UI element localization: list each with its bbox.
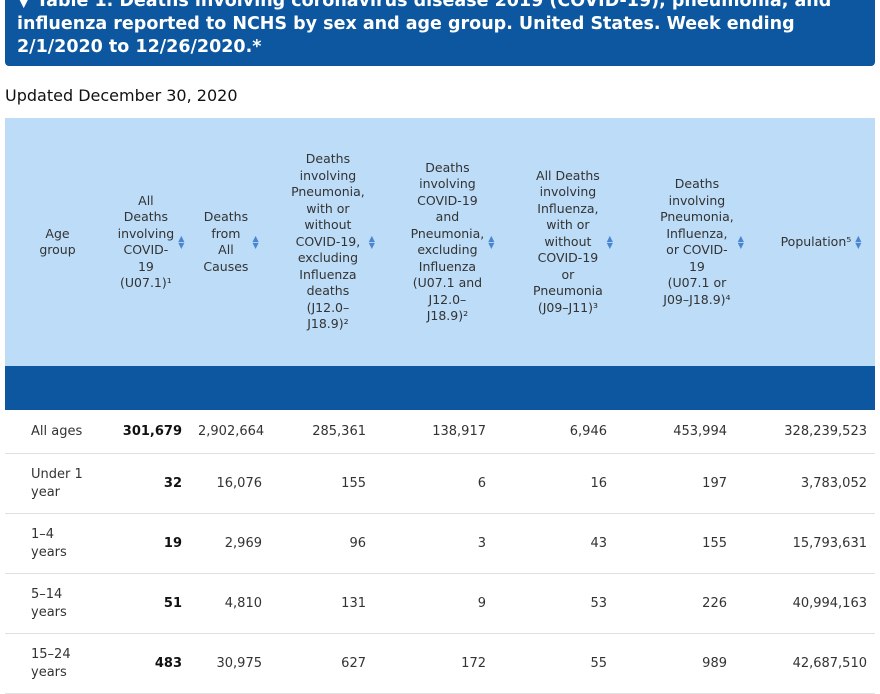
table-cell: 55 [590, 656, 607, 671]
table-cell: 2,969 [224, 536, 262, 551]
age-group-cell: 5–14 years [31, 586, 67, 620]
age-group-cell: Under 1 year [31, 466, 83, 500]
column-header-pic[interactable]: Deaths involving Pneumonia, Influenza, o… [637, 176, 767, 308]
column-header-population[interactable]: Population⁵ ▲ ▼ [767, 234, 875, 251]
table-row: 1–4 years 19 2,969 96 3 43 155 15,793,63… [5, 514, 875, 574]
table-cell: 285,361 [312, 424, 366, 439]
table-row: 5–14 years 51 4,810 131 9 53 226 40,994,… [5, 574, 875, 634]
table-header: Age group All Deaths involving COVID- 19… [5, 118, 875, 366]
table-cell: 16,076 [216, 476, 263, 491]
table-cell: 627 [341, 656, 366, 671]
column-header-label: Deaths involving Pneumonia, Influenza, o… [660, 176, 734, 307]
table-cell: 226 [702, 596, 727, 611]
sort-icon[interactable]: ▲ ▼ [252, 234, 259, 250]
table-row: 15–24 years 483 30,975 627 172 55 989 42… [5, 634, 875, 694]
table-cell: 32 [163, 476, 182, 491]
table-cell: 2,902,664 [198, 424, 265, 439]
table-cell: 96 [349, 536, 366, 551]
table-cell: 30,975 [216, 656, 263, 671]
sort-icon[interactable]: ▲ ▼ [368, 234, 375, 250]
age-group-cell: 1–4 years [31, 526, 67, 560]
column-header-label: Age group [39, 225, 76, 258]
sort-icon[interactable]: ▲ ▼ [737, 234, 744, 250]
table-title: Table 1. Deaths involving coronavirus di… [17, 0, 832, 57]
age-group-cell: 15–24 years [31, 646, 71, 680]
updated-date: Updated December 30, 2020 [5, 86, 238, 105]
table-cell: 53 [590, 596, 607, 611]
column-header-all-causes[interactable]: Deaths from All Causes ▲ ▼ [192, 209, 270, 275]
column-header-label: All Deaths involving COVID- 19 (U07.1)¹ [117, 192, 175, 291]
table-cell: 131 [341, 596, 366, 611]
table-cell: 9 [477, 596, 486, 611]
table-title-banner[interactable]: ▼ Table 1. Deaths involving coronavirus d… [5, 0, 875, 66]
table-cell: 197 [702, 476, 727, 491]
table-cell: 43 [590, 536, 607, 551]
column-header-covid-and-pneumonia[interactable]: Deaths involving COVID-19 and Pneumonia,… [396, 160, 509, 325]
table-cell: 155 [341, 476, 366, 491]
table-cell: 138,917 [432, 424, 486, 439]
table-cell: 4,810 [224, 596, 262, 611]
column-header-influenza[interactable]: All Deaths involving Influenza, with or … [509, 168, 637, 317]
column-header-pneumonia[interactable]: Deaths involving Pneumonia, with or with… [270, 151, 396, 333]
table-cell: 3,783,052 [800, 476, 867, 491]
table-cell: 15,793,631 [792, 536, 867, 551]
header-band [5, 366, 875, 410]
table-cell: 328,239,523 [784, 424, 867, 439]
table-cell: 301,679 [122, 424, 182, 439]
table-cell: 40,994,163 [792, 596, 867, 611]
data-table: Age group All Deaths involving COVID- 19… [5, 118, 875, 694]
table-cell: 42,687,510 [792, 656, 867, 671]
sort-icon[interactable]: ▲ ▼ [178, 234, 185, 250]
table-row: Under 1 year 32 16,076 155 6 16 197 3,78… [5, 454, 875, 514]
table-cell: 989 [702, 656, 727, 671]
table-row: All ages 301,679 2,902,664 285,361 138,9… [5, 410, 875, 454]
sort-icon[interactable]: ▲ ▼ [606, 234, 613, 250]
column-header-label: All Deaths involving Influenza, with or … [533, 167, 603, 315]
age-group-cell: All ages [31, 423, 83, 439]
column-header-label: Deaths from All Causes [203, 209, 249, 274]
table-cell: 16 [590, 476, 607, 491]
chevron-down-icon[interactable]: ▼ [17, 0, 31, 11]
column-header-covid-deaths[interactable]: All Deaths involving COVID- 19 (U07.1)¹ … [110, 193, 192, 292]
column-header-age-group[interactable]: Age group [5, 226, 110, 259]
column-header-label: Deaths involving COVID-19 and Pneumonia,… [410, 159, 485, 324]
table-cell: 51 [163, 596, 182, 611]
table-cell: 172 [461, 656, 486, 671]
table-cell: 3 [477, 536, 486, 551]
table-cell: 453,994 [673, 424, 727, 439]
sort-icon[interactable]: ▲ ▼ [855, 234, 862, 250]
sort-icon[interactable]: ▲ ▼ [488, 234, 495, 250]
column-header-label: Population⁵ [780, 233, 852, 249]
column-header-label: Deaths involving Pneumonia, with or with… [291, 151, 365, 332]
table-cell: 155 [702, 536, 727, 551]
table-cell: 6,946 [569, 424, 607, 439]
table-cell: 19 [163, 536, 182, 551]
table-cell: 6 [477, 476, 486, 491]
table-cell: 483 [154, 656, 182, 671]
